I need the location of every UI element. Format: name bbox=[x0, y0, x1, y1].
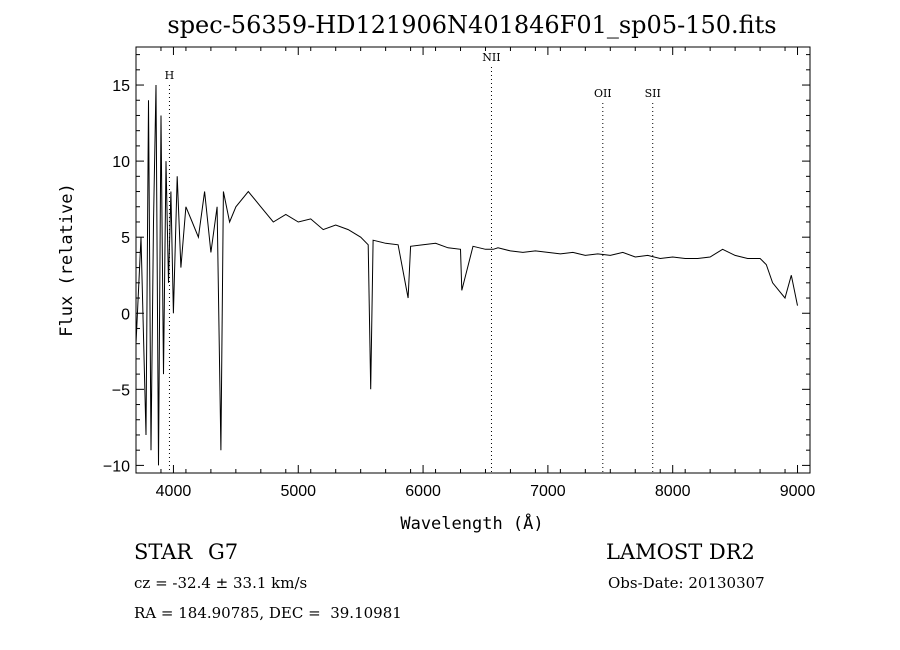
y-axis-ticks: −10 −5 0 5 10 15 bbox=[103, 54, 810, 475]
line-marker-label: H bbox=[165, 69, 175, 82]
y-tick-label: −10 bbox=[103, 458, 130, 475]
x-axis-ticks: 4000 5000 6000 7000 8000 9000 bbox=[135, 47, 816, 500]
x-tick-label: 7000 bbox=[530, 483, 566, 500]
y-tick-label: −5 bbox=[112, 382, 130, 399]
y-tick-label: 15 bbox=[112, 78, 130, 95]
y-tick-label: 10 bbox=[112, 154, 130, 171]
x-tick-label: 5000 bbox=[280, 483, 316, 500]
x-axis-label: Wavelength (Å) bbox=[400, 512, 543, 534]
y-tick-label: 5 bbox=[121, 230, 130, 247]
x-tick-label: 4000 bbox=[156, 483, 192, 500]
obs-date: Obs-Date: 20130307 bbox=[608, 574, 765, 592]
spectral-subclass: G7 bbox=[208, 540, 239, 564]
spectrum-line bbox=[135, 84, 798, 466]
survey-name: LAMOST DR2 bbox=[606, 540, 755, 564]
line-marker-label: SII bbox=[645, 87, 661, 100]
x-tick-label: 9000 bbox=[780, 483, 816, 500]
plot-frame bbox=[135, 46, 811, 474]
spectral-line-markers: H NII OII SII bbox=[165, 51, 661, 473]
redshift-text: cz = -32.4 ± 33.1 km/s bbox=[134, 574, 308, 592]
y-axis-label: Flux (relative) bbox=[57, 183, 77, 337]
object-class: STAR bbox=[134, 540, 193, 564]
x-tick-label: 6000 bbox=[405, 483, 441, 500]
coordinates: RA = 184.90785, DEC = 39.10981 bbox=[134, 604, 402, 622]
line-marker-label: OII bbox=[594, 87, 612, 100]
x-tick-label: 8000 bbox=[655, 483, 691, 500]
line-marker-label: NII bbox=[482, 51, 500, 64]
chart-title: spec-56359-HD121906N401846F01_sp05-150.f… bbox=[167, 11, 776, 39]
y-tick-label: 0 bbox=[121, 306, 130, 323]
